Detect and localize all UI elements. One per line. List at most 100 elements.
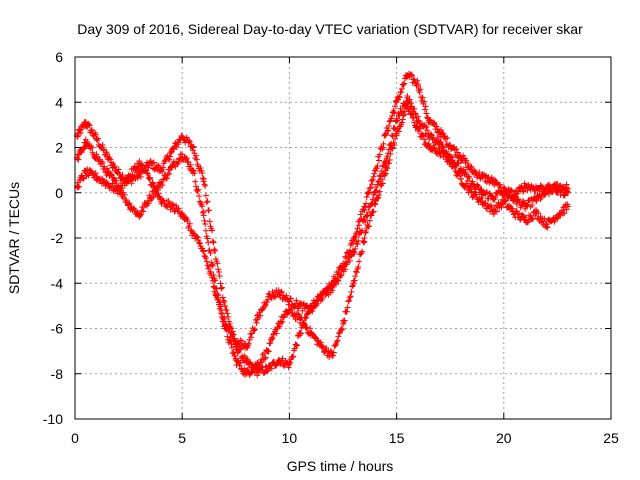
data-point	[436, 128, 443, 135]
data-point	[189, 167, 196, 174]
data-point	[267, 340, 274, 347]
data-point	[248, 334, 255, 341]
y-tick-label: 6	[55, 49, 63, 65]
data-point	[421, 98, 428, 105]
data-point	[389, 113, 396, 120]
data-point	[147, 160, 154, 167]
data-point	[554, 212, 561, 219]
data-point	[388, 140, 395, 147]
data-point	[366, 208, 373, 215]
data-point	[168, 164, 175, 171]
data-point	[82, 169, 89, 176]
data-point	[247, 331, 254, 338]
data-point	[555, 188, 562, 195]
data-point	[221, 315, 228, 322]
data-point	[114, 169, 121, 176]
data-point	[269, 335, 276, 342]
data-point	[206, 247, 213, 254]
data-point	[411, 110, 418, 117]
data-point	[398, 89, 405, 96]
data-point	[236, 345, 243, 352]
data-point	[453, 146, 460, 153]
data-point	[363, 212, 370, 219]
data-point	[93, 173, 100, 180]
data-point	[554, 187, 561, 194]
data-point	[378, 168, 385, 175]
data-point	[563, 206, 570, 213]
data-point	[264, 348, 271, 355]
data-point	[196, 193, 203, 200]
data-point	[447, 142, 454, 149]
data-point	[219, 284, 226, 291]
data-point	[232, 357, 239, 364]
data-point	[437, 153, 444, 160]
data-point	[279, 318, 286, 325]
data-point	[220, 297, 227, 304]
data-point	[347, 293, 354, 300]
data-point	[543, 185, 550, 192]
data-point	[415, 126, 422, 133]
data-point	[119, 171, 126, 178]
data-point	[196, 239, 203, 246]
data-point	[375, 178, 382, 185]
x-tick-label: 25	[603, 430, 619, 446]
data-point	[114, 187, 121, 194]
data-point	[202, 182, 209, 189]
data-point	[366, 185, 373, 192]
data-point	[150, 159, 157, 166]
x-tick-label: 20	[496, 430, 512, 446]
data-point	[226, 324, 233, 331]
data-point	[323, 344, 330, 351]
data-point	[254, 316, 261, 323]
data-point	[251, 327, 258, 334]
data-point	[199, 170, 206, 177]
data-point	[186, 137, 193, 144]
data-point	[222, 302, 229, 309]
data-point	[201, 181, 208, 188]
data-point	[550, 182, 557, 189]
data-point	[375, 192, 382, 199]
data-point	[369, 196, 376, 203]
data-point	[541, 215, 548, 222]
data-point	[199, 175, 206, 182]
data-point	[402, 111, 409, 118]
data-point	[338, 272, 345, 279]
data-point	[189, 144, 196, 151]
data-point	[417, 86, 424, 93]
data-point	[75, 156, 82, 163]
data-point	[509, 205, 516, 212]
data-point	[392, 118, 399, 125]
data-point	[385, 127, 392, 134]
data-point	[230, 349, 237, 356]
y-tick-label: -2	[51, 230, 64, 246]
data-point	[200, 248, 207, 255]
data-point	[190, 143, 197, 150]
data-point	[82, 144, 89, 151]
data-point	[145, 164, 152, 171]
data-point	[204, 198, 211, 205]
data-point	[232, 352, 239, 359]
data-point	[166, 153, 173, 160]
data-point	[249, 368, 256, 375]
data-point	[77, 126, 84, 133]
data-point	[314, 337, 321, 344]
data-point	[350, 235, 357, 241]
data-point	[490, 178, 497, 185]
data-point	[379, 171, 386, 178]
data-point	[355, 237, 362, 244]
data-point	[121, 191, 128, 198]
data-point	[346, 257, 353, 264]
data-point	[197, 200, 204, 207]
data-point	[217, 303, 224, 310]
data-point	[202, 254, 209, 261]
data-point	[187, 161, 194, 168]
data-point	[149, 179, 156, 186]
data-point	[211, 284, 218, 291]
data-point	[218, 307, 225, 314]
data-point	[258, 359, 265, 366]
data-point	[104, 153, 111, 160]
data-point	[351, 249, 358, 256]
data-point	[333, 281, 340, 288]
data-point	[436, 149, 443, 156]
data-point	[479, 189, 486, 196]
